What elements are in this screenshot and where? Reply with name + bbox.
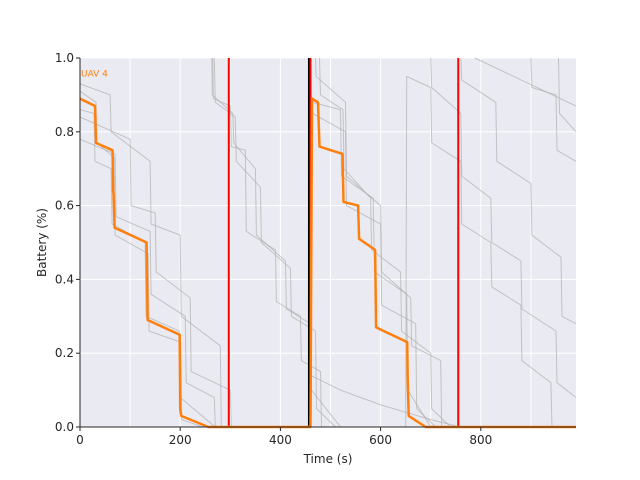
background-series-line-11 (460, 57, 577, 325)
x-axis-label: Time (s) (303, 452, 353, 466)
y-tick-label: 0.0 (55, 420, 74, 434)
y-tick-label: 0.8 (55, 125, 74, 139)
background-series-line-4 (79, 138, 311, 428)
background-series-line-3 (79, 116, 311, 428)
x-tick-label: 200 (169, 433, 192, 447)
x-tick-label: 400 (269, 433, 292, 447)
plot-area (80, 58, 576, 427)
background-series-line-13 (375, 75, 576, 428)
background-series-line-16 (558, 57, 577, 133)
background-series-line-14 (310, 374, 461, 428)
background-series-line-7 (213, 57, 361, 428)
x-tick-label: 800 (469, 433, 492, 447)
background-series-line-8 (315, 57, 471, 428)
x-tick-label: 600 (369, 433, 392, 447)
y-tick-label: 1.0 (55, 51, 74, 65)
y-axis-label: Battery (%) (35, 208, 49, 277)
y-tick-label: 0.4 (55, 272, 74, 286)
background-series-line-5 (212, 57, 361, 428)
background-series-line-9 (319, 57, 481, 428)
background-series-line-10 (430, 57, 577, 398)
series-label-uav4: UAV 4 (81, 69, 108, 79)
y-tick-label: 0.2 (55, 346, 74, 360)
background-series-line-15 (530, 57, 577, 162)
background-series-line-2 (79, 83, 311, 428)
axes: 0 200 400 600 800 0.0 0.2 0.4 0.6 0.8 1.0 (55, 51, 576, 447)
y-tick-label: 0.6 (55, 199, 74, 213)
x-tick-label: 0 (76, 433, 84, 447)
